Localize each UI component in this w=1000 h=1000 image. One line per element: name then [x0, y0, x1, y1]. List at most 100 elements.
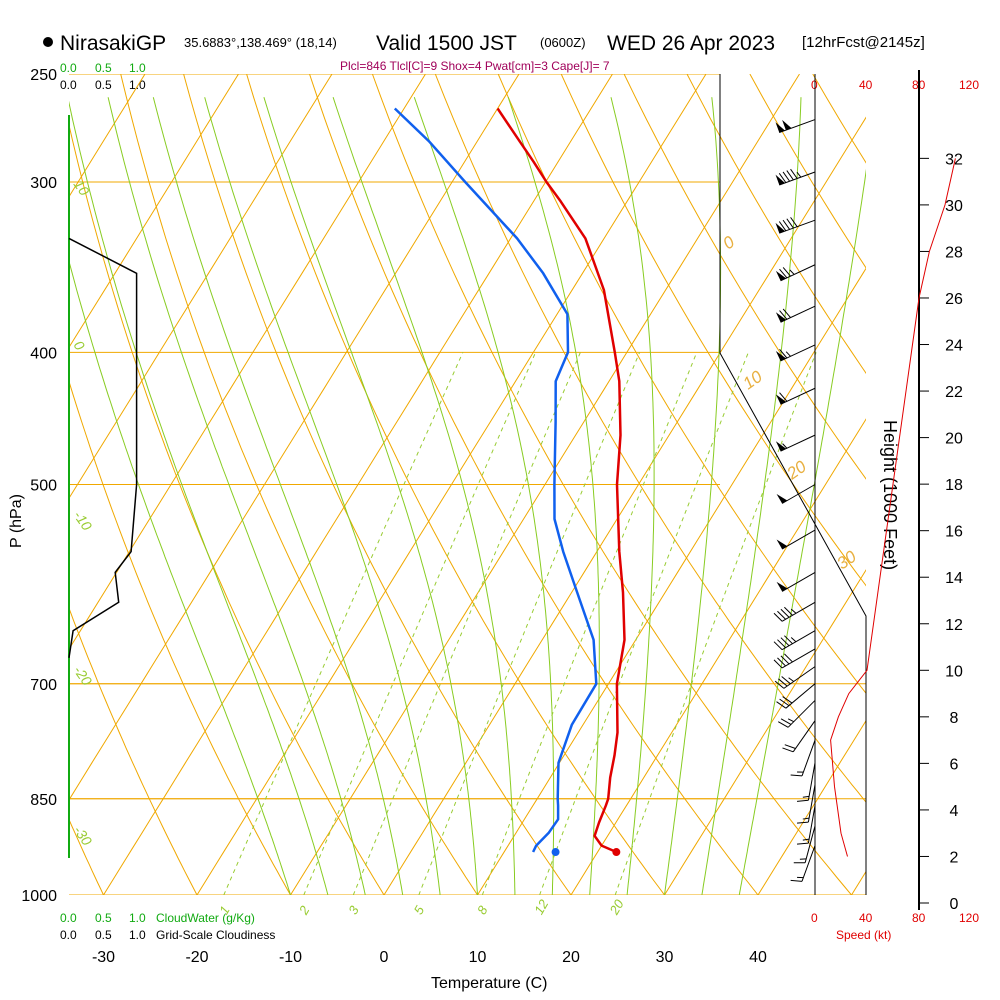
wind-barb-feather	[797, 821, 809, 824]
dry-adiabat-line	[0, 74, 10, 895]
mixing-ratio-line	[539, 352, 749, 895]
wind-barb-pennant	[775, 174, 785, 186]
pressure-tick-label: 700	[30, 677, 57, 694]
wind-barb-pennant	[775, 122, 785, 133]
wind-barb	[775, 168, 816, 186]
speed-axis-label: Speed (kt)	[836, 928, 891, 942]
wind-barb-half-feather	[802, 817, 810, 820]
plot-frame-edge	[719, 74, 867, 895]
wind-barb-feather	[784, 653, 793, 663]
mixing-ratio-label: 5	[411, 903, 428, 917]
wind-barb-feather	[780, 655, 790, 665]
station-coords: 35.6883°,138.469° (18,14)	[184, 35, 337, 50]
dry-adiabat-line	[434, 74, 866, 803]
moist-adiabat-line	[507, 97, 600, 895]
cloud-profiles	[68, 115, 138, 858]
wind-barb-feather	[784, 744, 796, 749]
wind-barb-feather	[779, 392, 788, 402]
moist-adiabat-line	[664, 97, 722, 895]
moist-adiabat-line	[69, 259, 291, 895]
wind-barb-staff	[779, 219, 816, 234]
speed-tick: 40	[859, 78, 873, 92]
wind-barb-staff	[779, 171, 816, 186]
wind-barb-feather	[776, 701, 787, 709]
speed-scale: 0 40 80 120 0 40 80 120 Speed (kt)	[811, 78, 979, 942]
surface-temperature-dot	[612, 848, 621, 857]
wind-barb-staff	[781, 601, 816, 622]
pressure-tick-label: 500	[30, 478, 57, 495]
dry-adiabat-line	[120, 74, 478, 895]
wind-barb-feather	[782, 219, 791, 230]
cloudwater-label: CloudWater (g/Kg)	[156, 911, 255, 925]
wind-barb	[776, 529, 816, 550]
mixing-ratio-label: 3	[345, 903, 362, 917]
dry-adiabat-label: 30	[833, 547, 860, 574]
dry-adiabat-line	[560, 74, 866, 587]
wind-barb-staff	[807, 784, 816, 823]
wind-barb-feather	[790, 168, 798, 179]
mixing-ratio-line	[418, 352, 641, 895]
wind-barb-feather	[779, 268, 788, 279]
height-tick-label: 22	[945, 384, 963, 401]
dry-adiabat-line	[686, 74, 866, 374]
moist-adiabat-line	[610, 97, 655, 895]
wind-barb-feather	[790, 217, 798, 227]
wind-barb-staff	[781, 484, 816, 504]
height-tick-label: 0	[950, 896, 959, 913]
height-tick-label: 18	[945, 477, 963, 494]
wind-barb-pennant	[775, 394, 786, 405]
wind-barb-feather	[797, 799, 809, 802]
isotherm-line	[69, 74, 520, 801]
height-tick-label: 10	[945, 663, 963, 680]
wind-barb-staff	[781, 648, 816, 669]
wind-barb-half-feather	[782, 443, 788, 449]
dry-adiabat-line	[371, 74, 852, 895]
wind-barb-feather	[779, 310, 788, 320]
cloudiness-tick: 1.0	[129, 928, 146, 942]
wind-barb-pennant	[775, 222, 785, 234]
mixing-ratio-label: 12	[531, 896, 552, 917]
speed-tick: 0	[811, 911, 818, 925]
moist-adiabat-line	[204, 97, 441, 895]
mixing-ratio-line	[481, 352, 698, 895]
cloudwater-tick: 1.0	[129, 61, 146, 75]
wind-barb-feather	[773, 641, 783, 651]
wind-barb-feather	[773, 659, 783, 669]
wind-barb-feather	[781, 676, 791, 685]
mixing-ratio-line	[303, 352, 537, 895]
wind-barb	[797, 762, 816, 802]
wind-barb	[775, 387, 816, 405]
isotherm-line	[383, 116, 866, 895]
cloudiness-tick: 0.0	[60, 928, 77, 942]
station-marker-icon	[43, 37, 53, 47]
cloud-scale-top: 0.0 0.5 1.0 0.0 0.5 1.0	[60, 61, 146, 92]
cloudwater-tick: 1.0	[129, 911, 146, 925]
height-tick-label: 32	[945, 151, 963, 168]
wind-barb	[793, 825, 816, 864]
height-tick-label: 20	[945, 431, 963, 448]
wind-barb-pennant	[775, 270, 786, 281]
cloudwater-tick: 0.5	[95, 61, 112, 75]
cloudwater-tick: 0.5	[95, 911, 112, 925]
wind-barb	[776, 484, 816, 504]
wind-barb-feather	[778, 173, 787, 183]
wind-barb-half-feather	[788, 677, 794, 682]
wind-barb	[790, 845, 816, 882]
height-tick-label: 30	[945, 198, 963, 215]
wind-barb	[773, 601, 816, 622]
wind-barb-feather	[780, 637, 790, 647]
x-axis-title: Temperature (C)	[431, 975, 547, 992]
wind-barb-feather	[786, 218, 794, 229]
wind-barb-half-feather	[802, 838, 810, 841]
wind-barb	[773, 648, 816, 669]
wind-barb-staff	[780, 305, 816, 323]
mixing-ratio-line	[352, 352, 581, 895]
wind-barb-staff	[787, 700, 816, 728]
station-name: NirasakiGP	[60, 32, 166, 55]
wind-barb-feather	[782, 747, 794, 753]
wind-barb-pennant	[776, 493, 788, 504]
wind-barb	[775, 264, 816, 282]
wind-barb-feather	[777, 721, 789, 728]
wind-barb	[797, 805, 816, 845]
wind-barb-staff	[783, 666, 816, 689]
